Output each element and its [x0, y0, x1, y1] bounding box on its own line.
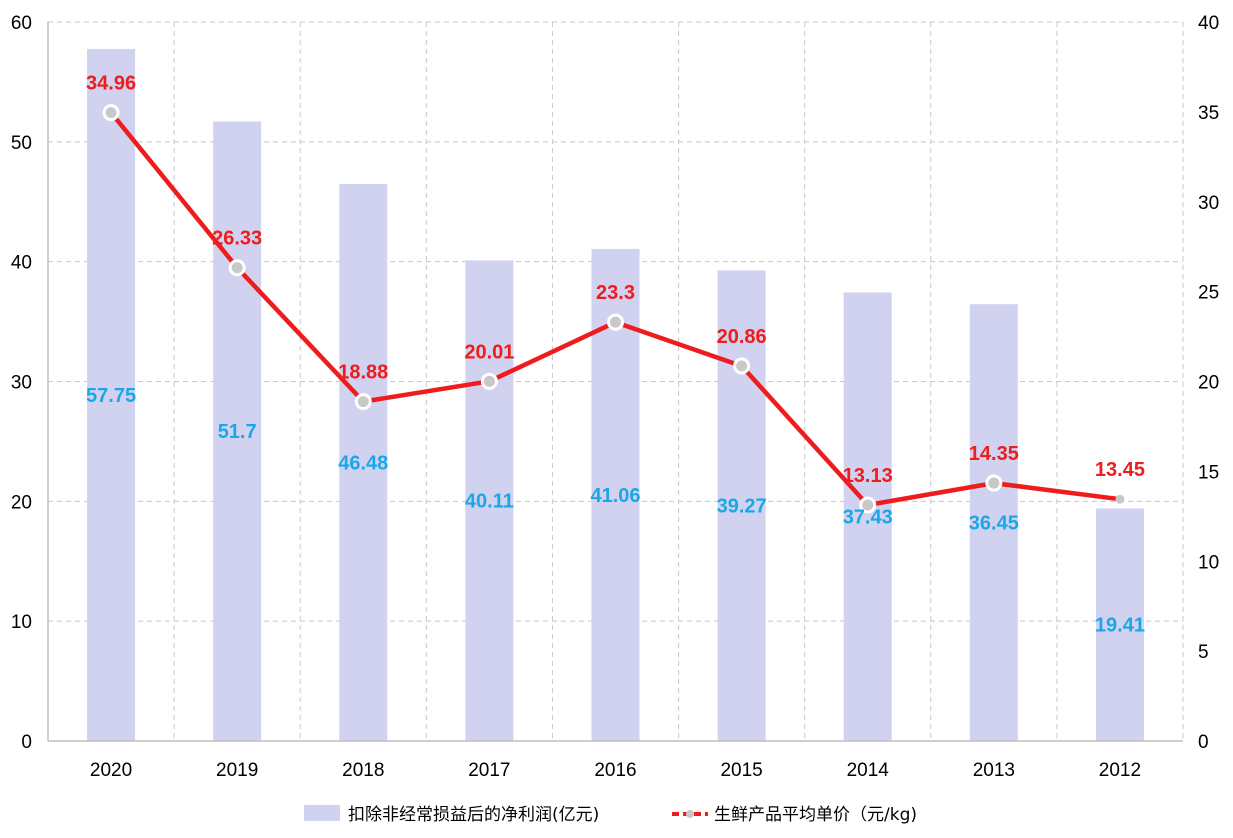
line-marker-2019	[228, 259, 246, 277]
bar-value-label: 57.75	[86, 385, 136, 407]
bar-value-label: 41.06	[590, 485, 640, 507]
bar-series	[87, 48, 1144, 742]
legend: 扣除非经常损益后的净利润(亿元) 生鲜产品平均单价（元/kg)	[304, 805, 917, 825]
x-tick-label: 2014	[847, 760, 890, 781]
legend-swatch-bar	[304, 805, 340, 821]
bar-2018	[339, 184, 388, 742]
line-value-label: 14.35	[969, 443, 1019, 465]
y-left-tick-label: 10	[11, 612, 32, 633]
line-value-label: 20.86	[717, 326, 767, 348]
line-marker-2015	[733, 357, 751, 375]
bar-2012	[1095, 508, 1144, 741]
bar-value-label: 51.7	[218, 421, 257, 443]
line-marker-2012	[1115, 494, 1125, 504]
y-right-tick-label: 30	[1198, 193, 1219, 214]
x-tick-label: 2020	[90, 760, 132, 781]
bar-value-label: 36.45	[969, 513, 1019, 535]
bar-2019	[213, 121, 262, 741]
bar-value-label: 39.27	[717, 496, 767, 518]
x-tick-label: 2015	[720, 760, 762, 781]
y-left-tick-label: 0	[21, 732, 32, 753]
x-tick-label: 2019	[216, 760, 258, 781]
y-right-tick-label: 40	[1198, 13, 1219, 34]
y-left-tick-label: 20	[11, 492, 32, 513]
line-value-label: 13.13	[843, 465, 893, 487]
bar-2014	[843, 292, 892, 741]
line-value-label: 34.96	[86, 73, 136, 95]
legend-swatch-marker	[686, 810, 694, 818]
y-right-tick-label: 25	[1198, 283, 1219, 304]
bar-2015	[717, 270, 766, 741]
bar-value-label: 37.43	[843, 507, 893, 529]
y-right-tick-label: 5	[1198, 642, 1209, 663]
line-value-label: 20.01	[464, 341, 514, 363]
y-right-tick-label: 35	[1198, 103, 1219, 124]
line-value-label: 23.3	[596, 282, 635, 304]
y-left-tick-label: 60	[11, 13, 32, 34]
bar-2017	[465, 260, 514, 741]
legend-label-bar: 扣除非经常损益后的净利润(亿元)	[348, 805, 599, 825]
line-marker-2017	[480, 372, 498, 390]
y-left-tick-label: 40	[11, 253, 32, 274]
x-tick-label: 2013	[973, 760, 1015, 781]
line-value-label: 13.45	[1095, 459, 1145, 481]
x-tick-label: 2016	[594, 760, 636, 781]
line-value-label: 26.33	[212, 228, 262, 250]
y-left-tick-label: 30	[11, 373, 32, 394]
line-marker-2018	[354, 393, 372, 411]
y-right-tick-label: 20	[1198, 373, 1219, 394]
line-marker-2014	[859, 496, 877, 514]
line-marker-2020	[102, 104, 120, 122]
y-right-tick-label: 15	[1198, 462, 1219, 483]
axes: 0 10 20 30 40 50 60 0 5 10 15 20 25 30 35 40 2020 2019 201…	[11, 13, 1219, 781]
x-tick-label: 2018	[342, 760, 384, 781]
bar-value-label: 19.41	[1095, 615, 1145, 637]
bar-2013	[969, 304, 1018, 741]
x-tick-label: 2017	[468, 760, 510, 781]
line-value-label: 18.88	[338, 362, 388, 384]
line-series	[102, 104, 1125, 514]
data-labels: 57.75 51.7 46.48 40.11 41.06 39.27 37.43 36.45 1…	[86, 73, 1145, 637]
bar-value-label: 40.11	[465, 491, 514, 513]
y-right-tick-label: 0	[1198, 732, 1209, 753]
bar-2020	[87, 48, 136, 741]
x-tick-label: 2012	[1099, 760, 1141, 781]
bar-value-label: 46.48	[338, 453, 388, 475]
line-marker-2016	[607, 313, 624, 331]
y-right-tick-label: 10	[1198, 552, 1219, 573]
legend-label-line: 生鲜产品平均单价（元/kg)	[714, 805, 917, 825]
y-left-tick-label: 50	[11, 133, 32, 154]
line-marker-2013	[985, 474, 1003, 492]
